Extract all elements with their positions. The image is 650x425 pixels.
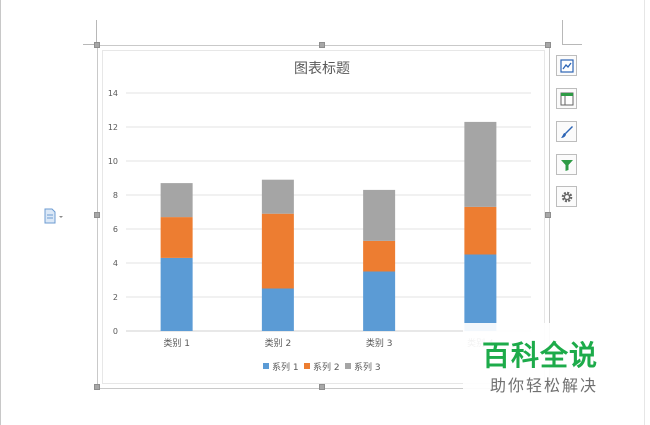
y-tick-label: 14 [108, 89, 118, 98]
y-tick-label: 8 [113, 191, 118, 200]
document-paste-options-icon[interactable] [44, 208, 63, 224]
page-corner-mark-left [83, 44, 97, 45]
page-corner-mark-right-v [562, 20, 563, 44]
chart-filter-icon [560, 159, 573, 171]
bar-segment [160, 183, 193, 218]
resize-handle-top-right[interactable] [545, 42, 551, 48]
chart-style-brush-icon [560, 125, 573, 138]
watermark-logo-text: 百科全说 [482, 339, 599, 372]
bar-segment [160, 257, 193, 331]
page-right-border [644, 0, 645, 425]
legend-swatch [345, 363, 351, 369]
chart-style-button[interactable] [556, 121, 577, 142]
bar-segment [261, 213, 294, 289]
legend-swatch [304, 363, 310, 369]
resize-handle-bottom-left[interactable] [94, 384, 100, 390]
page-corner-mark-left-v [96, 20, 97, 44]
chart-elements-button[interactable] [556, 55, 577, 76]
chart-elements-icon [559, 58, 574, 73]
resize-handle-bottom[interactable] [319, 384, 325, 390]
y-tick-label: 10 [108, 157, 118, 166]
watermark-backdrop [463, 323, 635, 399]
bar-segment [464, 254, 497, 331]
y-tick-label: 6 [113, 225, 118, 234]
legend-label: 系列 2 [313, 361, 340, 373]
legend-swatch [263, 363, 269, 369]
x-tick-label: 类别 1 [163, 337, 190, 349]
resize-handle-right[interactable] [545, 212, 551, 218]
chart-settings-gear-icon [561, 191, 572, 202]
bar-segment [261, 179, 294, 214]
chart-filter-button[interactable] [556, 154, 577, 175]
bar-segment [363, 271, 396, 331]
watermark-slogan: 助你轻松解决 [490, 376, 599, 395]
chart-layout-icon [560, 92, 573, 105]
y-tick-label: 2 [113, 293, 118, 302]
resize-handle-top[interactable] [319, 42, 325, 48]
resize-handle-top-left[interactable] [94, 42, 100, 48]
bar-segment [464, 121, 497, 207]
y-tick-label: 4 [113, 259, 118, 268]
legend-label: 系列 3 [354, 361, 381, 373]
legend-label: 系列 1 [272, 361, 299, 373]
x-tick-label: 类别 2 [265, 337, 292, 349]
y-tick-label: 0 [113, 327, 118, 336]
chart-title: 图表标题 [294, 61, 350, 77]
y-tick-label: 12 [108, 123, 118, 132]
bar-segment [363, 189, 396, 241]
bar-segment [261, 288, 294, 331]
bar-segment [363, 240, 396, 272]
bar-segment [160, 217, 193, 258]
chart-layout-button[interactable] [556, 88, 577, 109]
chart-settings-button[interactable] [556, 186, 577, 207]
x-tick-label: 类别 3 [366, 337, 393, 349]
bar-segment [464, 206, 497, 255]
page-left-border [0, 0, 1, 425]
page-corner-mark-right [562, 44, 582, 45]
resize-handle-left[interactable] [94, 212, 100, 218]
